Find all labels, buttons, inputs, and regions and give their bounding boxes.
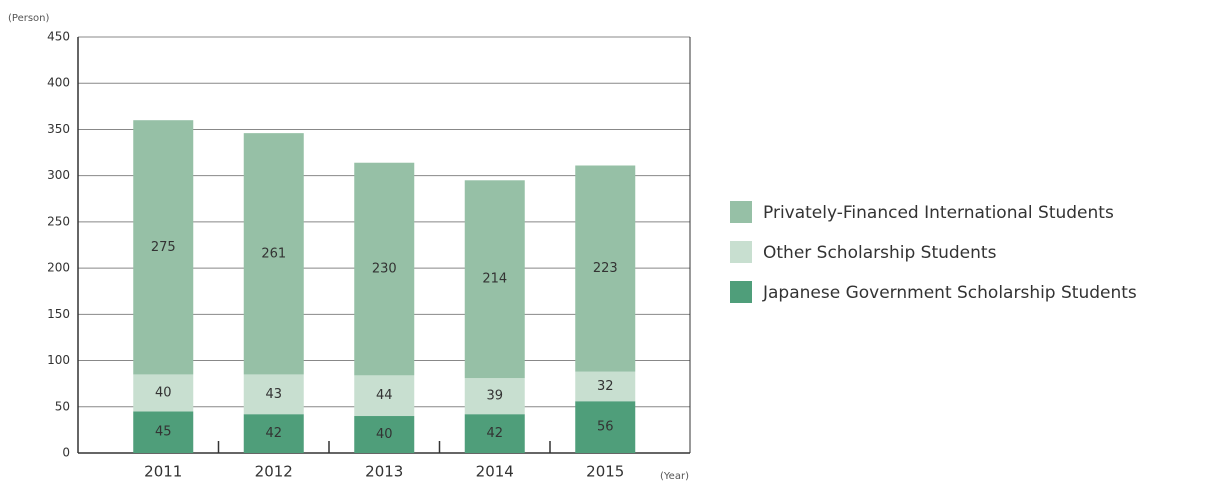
- bar-segment: [464, 378, 525, 415]
- data-label: 40: [155, 385, 172, 400]
- data-label: 44: [376, 388, 393, 403]
- data-label: 56: [597, 420, 614, 435]
- y-tick-label: 350: [47, 122, 70, 136]
- data-label: 40: [376, 427, 393, 442]
- bar-segment: [354, 416, 415, 453]
- x-axis-label: (Year): [660, 471, 689, 482]
- data-label: 230: [372, 262, 397, 277]
- bar-segment: [575, 371, 636, 402]
- data-label: 223: [593, 261, 618, 276]
- x-tick-label: 2013: [365, 463, 403, 481]
- bar-segment: [133, 411, 194, 453]
- legend-swatch: [730, 241, 752, 263]
- bar-segment: [243, 374, 304, 415]
- bar-segment: [243, 414, 304, 453]
- legend-label: Japanese Government Scholarship Students: [762, 283, 1137, 303]
- bar-segment: [464, 180, 525, 379]
- legend-swatch: [730, 201, 752, 223]
- bar-segment: [133, 120, 194, 375]
- data-label: 42: [265, 426, 282, 441]
- y-tick-label: 450: [47, 30, 70, 44]
- bar-segment: [464, 414, 525, 453]
- data-label: 261: [261, 246, 286, 261]
- y-tick-label: 300: [47, 168, 70, 182]
- legend-label: Privately-Financed International Student…: [763, 203, 1114, 223]
- y-tick-label: 250: [47, 214, 70, 228]
- y-tick-label: 50: [55, 399, 70, 413]
- data-label: 39: [486, 389, 503, 404]
- bar-segment: [575, 401, 636, 453]
- bar-segment: [133, 374, 194, 412]
- y-tick-label: 150: [47, 307, 70, 321]
- data-label: 275: [151, 240, 176, 255]
- data-label: 45: [155, 425, 172, 440]
- y-tick-label: 400: [47, 76, 70, 90]
- data-label: 42: [486, 426, 503, 441]
- y-axis-label: (Person): [8, 13, 50, 24]
- y-tick-label: 0: [62, 446, 70, 460]
- bar-segment: [354, 375, 415, 417]
- y-tick-label: 200: [47, 261, 70, 275]
- legend-label: Other Scholarship Students: [763, 243, 997, 263]
- x-tick-label: 2014: [476, 463, 514, 481]
- data-label: 43: [265, 387, 282, 402]
- x-tick-label: 2011: [144, 463, 182, 481]
- x-tick-label: 2015: [586, 463, 624, 481]
- bar-segment: [243, 133, 304, 375]
- data-label: 214: [482, 272, 507, 287]
- x-tick-label: 2012: [255, 463, 293, 481]
- data-label: 32: [597, 379, 614, 394]
- y-tick-label: 100: [47, 353, 70, 367]
- legend-swatch: [730, 281, 752, 303]
- bar-segment: [354, 162, 415, 376]
- bar-segment: [575, 165, 636, 372]
